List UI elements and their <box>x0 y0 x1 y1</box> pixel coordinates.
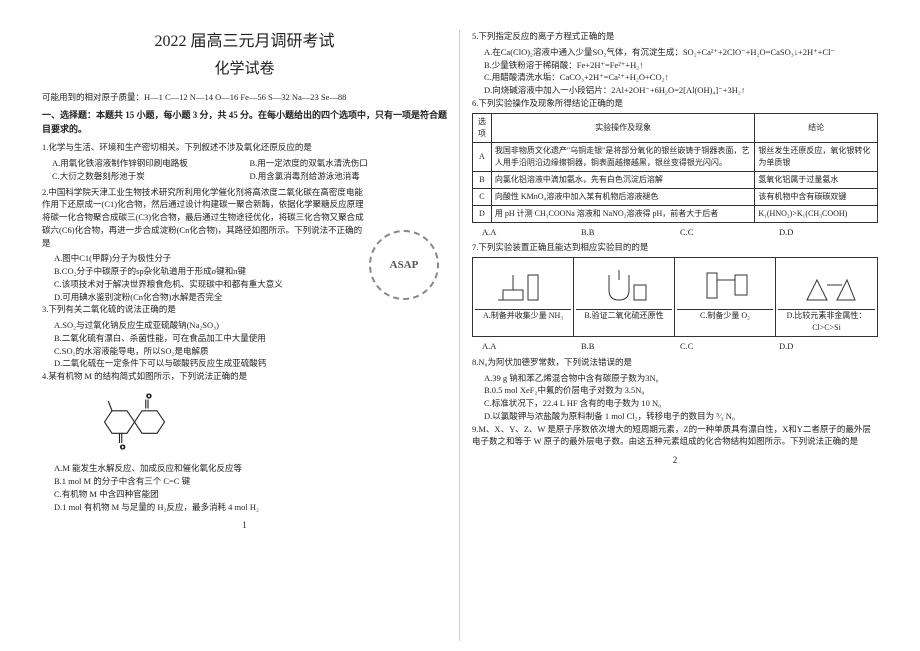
page-number-2: 2 <box>472 454 878 468</box>
q7-cell-a: A.制备并收集少量 NH₃ <box>473 258 574 336</box>
q6-r3c2: K₁(HNO₂)>K₁(CH₃COOH) <box>755 205 878 222</box>
table-row: A 我国非物质文化遗产"乌铜走银"是将部分氧化的银丝嵌铸于铜器表面，艺人用手沿阴… <box>473 142 878 171</box>
q7-od: D.D <box>779 340 878 353</box>
watermark-logo: ASAP <box>369 230 439 300</box>
q1-a: A.用氧化铁溶液制作锌钢印刷电路板 <box>52 157 250 170</box>
q7-cell-b: B.验证二氧化硫还原性 <box>574 258 675 336</box>
apparatus-icon <box>475 260 571 310</box>
apparatus-icon <box>576 260 672 310</box>
q6-r0c1: 我国非物质文化遗产"乌铜走银"是将部分氧化的银丝嵌铸于铜器表面，艺人用手沿阴沿边… <box>491 142 754 171</box>
q6-th-0: 选项 <box>473 113 492 142</box>
table-row: C 向酸性 KMnO₄溶液中加入某有机物后溶液褪色 该有机物中含有碳碳双键 <box>473 188 878 205</box>
q7-apparatus: A.制备并收集少量 NH₃ B.验证二氧化硫还原性 C.制备少量 O₂ D.比较… <box>472 257 878 337</box>
exam-title-1: 2022 届高三元月调研考试 <box>42 30 447 54</box>
q7-label-c: C.制备少量 O₂ <box>677 310 773 322</box>
q7-label-d: D.比较元素非金属性：Cl>C>Si <box>778 310 875 334</box>
table-row: B 向氯化铝溶液中滴加氨水，先有白色沉淀后溶解 氢氧化铝属于过量氨水 <box>473 171 878 188</box>
svg-text:O: O <box>147 393 152 400</box>
q3-stem: 3.下列有关二氧化硫的说法正确的是 <box>42 303 447 316</box>
q8-c: C.标准状况下，22.4 L HF 含有的电子数为 10 N₀ <box>484 397 878 410</box>
q7-label-a: A.制备并收集少量 NH₃ <box>475 310 571 322</box>
q6-r0c2: 银丝发生还原反应，氧化银转化为单质银 <box>755 142 878 171</box>
page-number-1: 1 <box>42 519 447 533</box>
q6-r1c2: 氢氧化铝属于过量氨水 <box>755 171 878 188</box>
q5-a: A.在Ca(ClO)₂溶液中通入少量SO₂气体，有沉淀生成：SO₂+Ca²⁺+2… <box>484 46 878 59</box>
q6-th-2: 结论 <box>755 113 878 142</box>
q7-label-b: B.验证二氧化硫还原性 <box>576 310 672 322</box>
q5-d: D.向烧碱溶液中加入一小段铝片：2Al+2OH⁻+6H₂O=2[Al(OH)₄]… <box>484 84 878 97</box>
q9-stem: 9.M、X、Y、Z、W 是原子序数依次增大的短周期元素，Z的一种单质具有漂白性，… <box>472 423 878 449</box>
apparatus-icon <box>677 260 773 310</box>
q4-b: B.1 mol M 的分子中含有三个 C=C 键 <box>54 475 447 488</box>
q6-r2c1: 向酸性 KMnO₄溶液中加入某有机物后溶液褪色 <box>491 188 754 205</box>
q1-stem: 1.化学与生活、环境和生产密切相关。下列叙述不涉及氧化还原反应的是 <box>42 141 447 154</box>
q1-options: A.用氧化铁溶液制作锌钢印刷电路板 B.用一定浓度的双氧水清洗伤口 C.大衍之数… <box>52 157 447 183</box>
q7-cell-c: C.制备少量 O₂ <box>675 258 776 336</box>
q5-b: B.少量铁粉溶于稀硝酸：Fe+2H⁺=Fe²⁺+H₂↑ <box>484 59 878 72</box>
exam-title-2: 化学试卷 <box>42 58 447 81</box>
page-2: 5.下列指定反应的离子方程式正确的是 A.在Ca(ClO)₂溶液中通入少量SO₂… <box>460 30 890 641</box>
q4-c: C.有机物 M 中含四种官能团 <box>54 488 447 501</box>
q7-ob: B.B <box>581 340 680 353</box>
q3-d: D.二氧化硫在一定条件下可以与碳酸钙反应生成亚硫酸钙 <box>54 357 447 370</box>
table-row: D 用 pH 计测 CH₃COONa 溶液和 NaNO₂溶液得 pH，前者大于后… <box>473 205 878 222</box>
q7-options: A.A B.B C.C D.D <box>482 340 878 353</box>
q7-cell-d: D.比较元素非金属性：Cl>C>Si <box>776 258 877 336</box>
q7-oc: C.C <box>680 340 779 353</box>
page-1: 2022 届高三元月调研考试 化学试卷 可能用到的相对原子质量：H—1 C—12… <box>30 30 460 641</box>
q6-r1c1: 向氯化铝溶液中滴加氨水，先有白色沉淀后溶解 <box>491 171 754 188</box>
q1-b: B.用一定浓度的双氧水清洗伤口 <box>250 157 448 170</box>
q6-oa: A.A <box>482 226 581 239</box>
q3-a: A.SO₂与过氧化钠反应生成亚硫酸钠(Na₂SO₃) <box>54 319 447 332</box>
q4-stem: 4.某有机物 M 的结构简式如图所示，下列说法正确的是 <box>42 370 447 383</box>
q6-table: 选项 实验操作及现象 结论 A 我国非物质文化遗产"乌铜走银"是将部分氧化的银丝… <box>472 113 878 223</box>
atomic-masses: 可能用到的相对原子质量：H—1 C—12 N—14 O—16 Fe—56 S—3… <box>42 91 447 104</box>
q8-a: A.39 g 钠和苯乙烯混合物中含有碳原子数为3N₀ <box>484 372 878 385</box>
q6-od: D.D <box>779 226 878 239</box>
q4-a: A.M 能发生水解反应、加成反应和催化氧化反应等 <box>54 462 447 475</box>
q3-c: C.SO₂的水溶液能导电，所以SO₂是电解质 <box>54 345 447 358</box>
q5-stem: 5.下列指定反应的离子方程式正确的是 <box>472 30 878 43</box>
q6-r3c0: D <box>473 205 492 222</box>
q6-oc: C.C <box>680 226 779 239</box>
q4-d: D.1 mol 有机物 M 与足量的 H₂反应，最多消耗 4 mol H₂ <box>54 501 447 514</box>
apparatus-icon <box>778 260 875 310</box>
q3-b: B.二氧化硫有漂白、杀菌性能，可在食品加工中大量使用 <box>54 332 447 345</box>
molecule-diagram: O O <box>82 392 172 452</box>
q6-options: A.A B.B C.C D.D <box>482 226 878 239</box>
q6-th-1: 实验操作及现象 <box>491 113 754 142</box>
q6-r2c2: 该有机物中含有碳碳双键 <box>755 188 878 205</box>
svg-text:O: O <box>120 444 125 451</box>
q1-d: D.用含氯消毒剂给游泳池消毒 <box>250 170 448 183</box>
q7-stem: 7.下列实验装置正确且能达到相应实验目的的是 <box>472 241 878 254</box>
q7-oa: A.A <box>482 340 581 353</box>
q5-c: C.用醋酸清洗水垢：CaCO₃+2H⁺=Ca²⁺+H₂O+CO₂↑ <box>484 71 878 84</box>
q6-ob: B.B <box>581 226 680 239</box>
q6-r2c0: C <box>473 188 492 205</box>
q6-stem: 6.下列实验操作及现象所得结论正确的是 <box>472 97 878 110</box>
q8-stem: 8.N₀为阿伏加德罗常数，下列说法错误的是 <box>472 356 878 369</box>
section-1-heading: 一、选择题：本题共 15 小题，每小题 3 分，共 45 分。在每小题给出的四个… <box>42 109 447 136</box>
q6-r1c0: B <box>473 171 492 188</box>
q1-c: C.大衍之数磐刻彤池于炭 <box>52 170 250 183</box>
q6-r3c1: 用 pH 计测 CH₃COONa 溶液和 NaNO₂溶液得 pH，前者大于后者 <box>491 205 754 222</box>
q6-r0c0: A <box>473 142 492 171</box>
q8-b: B.0.5 mol XeF₂中氟的价层电子对数为 3.5N₀ <box>484 384 878 397</box>
q8-d: D.以氯酸钾与浓盐酸为原料制备 1 mol Cl₂，转移电子的数目为 ⁵⁄₃ N… <box>484 410 878 423</box>
